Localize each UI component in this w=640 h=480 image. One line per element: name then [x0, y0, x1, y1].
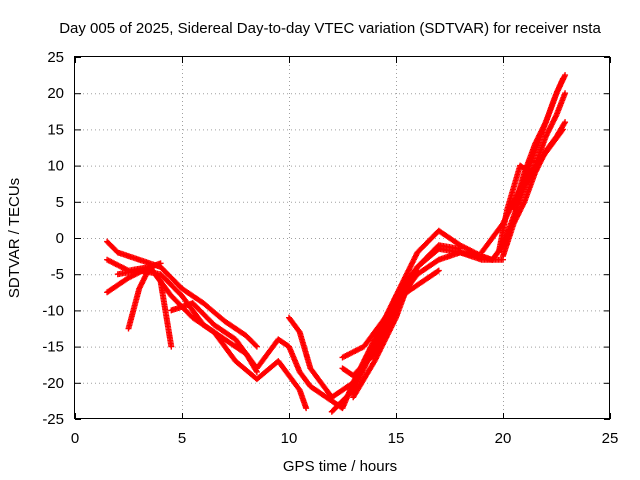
- y-tick-label: -10: [42, 302, 64, 319]
- data-point: [562, 119, 569, 126]
- x-tick-label: 25: [602, 430, 619, 447]
- data-point: [403, 285, 410, 292]
- data-point: [168, 343, 175, 350]
- series-arc-16: [510, 72, 569, 213]
- y-tick-label: 0: [56, 230, 64, 247]
- data-point: [156, 277, 163, 284]
- series-arc-11: [350, 285, 410, 401]
- data-point: [435, 267, 442, 274]
- data-point: [562, 72, 569, 79]
- y-tick-label: 25: [47, 49, 64, 66]
- data-point: [562, 90, 569, 97]
- y-tick-label: -5: [51, 266, 64, 283]
- data-point: [253, 343, 260, 350]
- y-axis-label: SDTVAR / TECUs: [6, 178, 23, 298]
- series-arc-6: [168, 245, 506, 412]
- series-arc-9: [339, 267, 442, 361]
- chart-title: Day 005 of 2025, Sidereal Day-to-day VTE…: [59, 20, 601, 37]
- data-point: [303, 405, 310, 412]
- plot-frame: [74, 56, 610, 419]
- data-point: [559, 126, 566, 133]
- grid: [75, 57, 610, 419]
- data-point: [434, 268, 441, 275]
- x-axis-label: GPS time / hours: [283, 458, 397, 475]
- axis-ticks: [75, 57, 611, 420]
- data-point: [457, 245, 464, 252]
- y-tick-label: -15: [42, 339, 64, 356]
- data-point: [559, 127, 566, 134]
- x-tick-label: 5: [178, 430, 186, 447]
- y-tick-label: -25: [42, 411, 64, 428]
- series-arc-5: [114, 267, 260, 375]
- series-arc-1: [104, 238, 260, 350]
- y-tick-label: -20: [42, 375, 64, 392]
- series-arc-2: [104, 256, 310, 412]
- data-point: [252, 342, 259, 349]
- y-tick-label: 5: [56, 194, 64, 211]
- y-tick-label: 15: [47, 121, 64, 138]
- data-point: [157, 260, 164, 267]
- tick-labels: 0 5 10 15 20 25 -25 -20 -15 -10 -5 0 5 10 15 20 25: [42, 49, 618, 447]
- y-tick-label: 10: [47, 158, 64, 175]
- x-tick-label: 20: [495, 430, 512, 447]
- y-tick-label: 20: [47, 85, 64, 102]
- x-tick-label: 0: [71, 430, 79, 447]
- x-tick-label: 10: [281, 430, 298, 447]
- series-arc-15: [495, 126, 566, 256]
- data-points: [104, 72, 569, 415]
- x-tick-label: 15: [388, 430, 405, 447]
